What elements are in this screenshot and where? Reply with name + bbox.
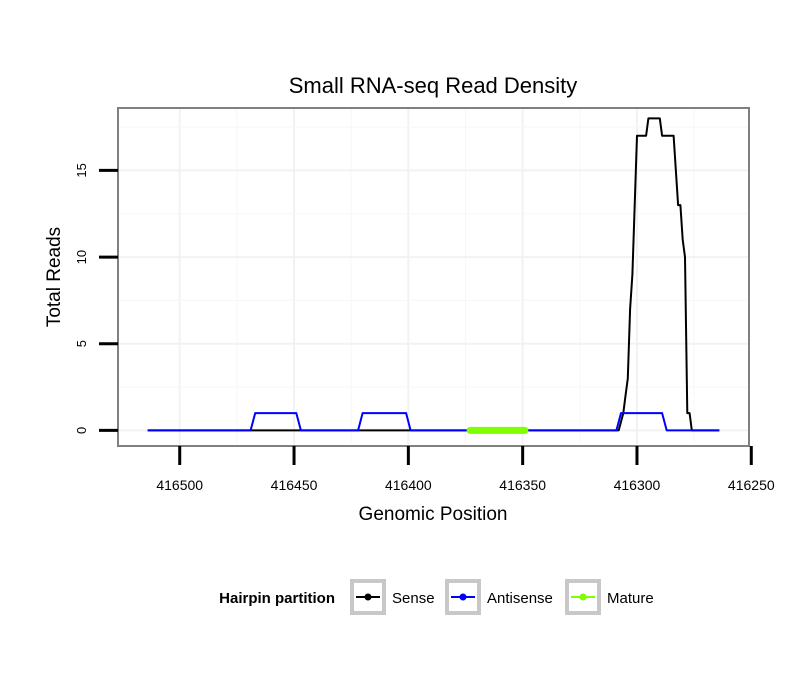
x-tick-label: 416400	[385, 477, 432, 493]
x-tick-label: 416300	[614, 477, 661, 493]
x-axis: 416500 416450 416400 416350 416300 416250	[156, 446, 775, 493]
y-tick-label: 0	[74, 427, 89, 434]
y-tick-label: 15	[74, 163, 89, 177]
legend-label: Sense	[392, 590, 435, 607]
y-axis-label: Total Reads	[44, 227, 65, 327]
series-line-sense	[147, 117, 720, 432]
legend-key-point	[579, 593, 587, 601]
x-axis-label: Genomic Position	[359, 504, 508, 525]
x-tick-label: 416350	[499, 477, 546, 493]
legend-item-antisense: Antisense	[445, 579, 553, 615]
grid-lines	[119, 109, 748, 445]
x-tick-label: 416450	[271, 477, 318, 493]
x-tick-label: 416250	[728, 477, 775, 493]
plot-panel	[117, 107, 750, 447]
legend-title: Hairpin partition	[219, 590, 335, 607]
legend-key-point	[364, 593, 372, 601]
legend-item-mature: Mature	[565, 579, 654, 615]
x-tick-label: 416500	[156, 477, 203, 493]
legend-key-point	[459, 593, 467, 601]
legend: Hairpin partition Sense Antisense Mature	[219, 579, 654, 615]
y-tick-label: 10	[74, 250, 89, 264]
y-axis: 0 5 10 15	[74, 163, 118, 434]
y-tick-label: 5	[74, 340, 89, 347]
series-layer	[147, 117, 720, 434]
series-line-antisense	[147, 412, 720, 432]
legend-label: Mature	[607, 590, 654, 607]
legend-item-sense: Sense	[350, 579, 435, 615]
legend-label: Antisense	[487, 590, 553, 607]
chart-title: Small RNA-seq Read Density	[289, 73, 578, 98]
